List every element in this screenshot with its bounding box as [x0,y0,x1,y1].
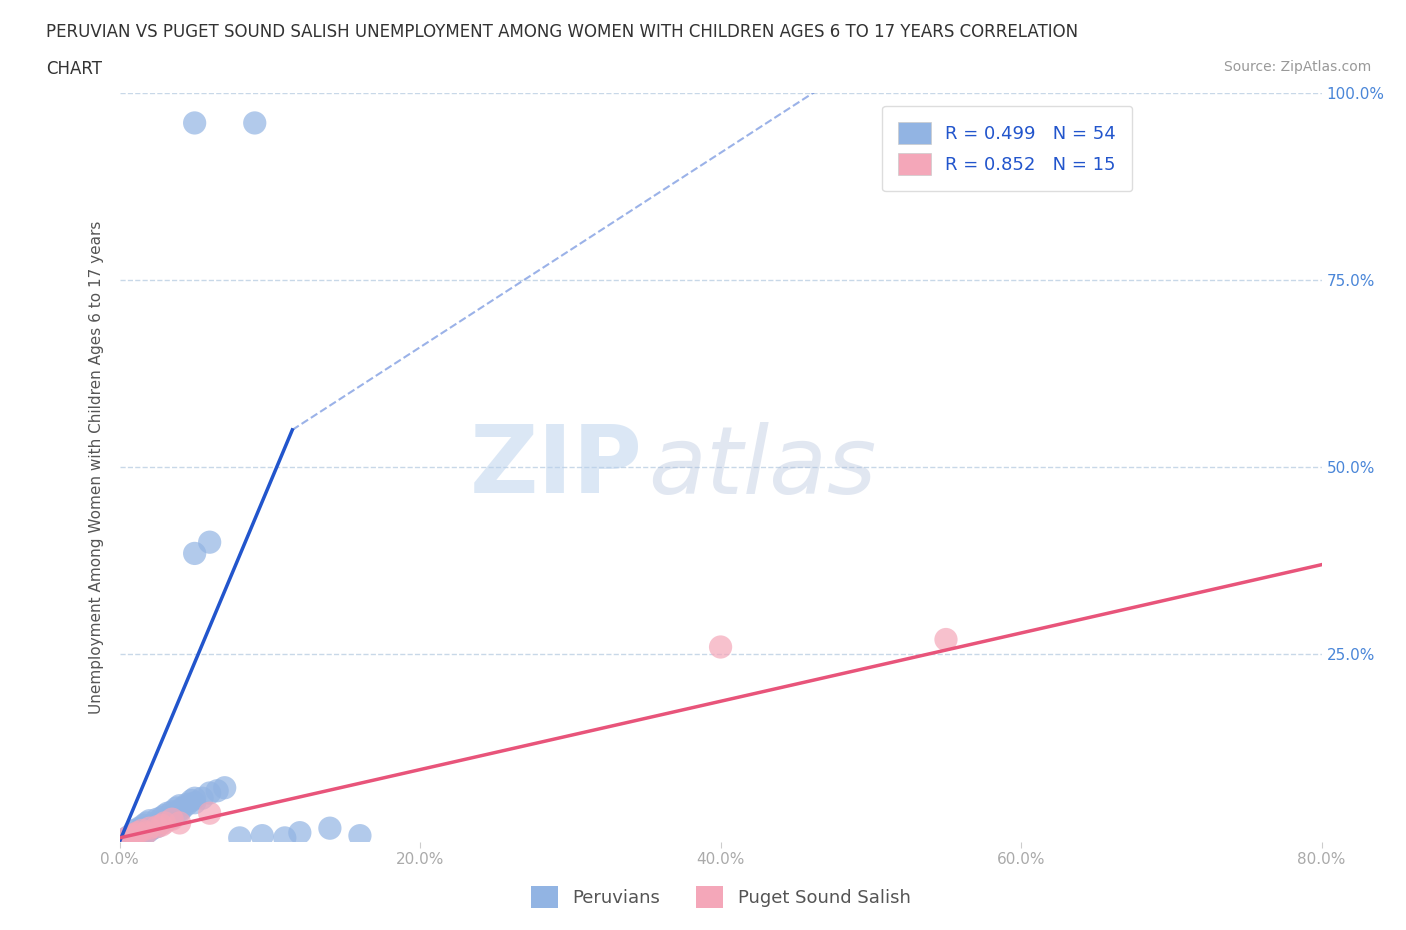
Point [153,808,176,823]
Point [319,821,342,836]
Point [138,813,160,828]
Point [135,825,157,840]
Point [176,797,198,812]
Point [131,823,153,838]
Point [131,821,153,836]
Point [153,813,176,828]
Legend: Peruvians, Puget Sound Salish: Peruvians, Puget Sound Salish [523,879,918,915]
Point [160,810,183,825]
Point [183,795,205,810]
Point [138,819,160,834]
Point [115,830,138,845]
Point [142,817,165,832]
Point [274,830,297,845]
Point [124,827,146,842]
Point [160,804,183,819]
Point [198,805,221,820]
Text: Source: ZipAtlas.com: Source: ZipAtlas.com [1223,60,1371,74]
Point [135,816,157,830]
Point [124,823,146,838]
Point [172,801,194,816]
Point [150,816,173,830]
Point [127,825,149,840]
Point [121,829,143,844]
Point [146,819,169,834]
Point [153,816,176,830]
Point [150,810,173,825]
Point [115,830,138,845]
Point [146,819,169,834]
Point [288,825,311,840]
Point [127,829,149,844]
Point [118,829,141,844]
Point [935,632,957,647]
Point [150,817,173,832]
Text: CHART: CHART [46,60,103,78]
Point [191,790,214,805]
Point [146,812,169,827]
Point [156,812,179,827]
Text: atlas: atlas [648,422,877,512]
Point [198,786,221,801]
Point [349,829,371,844]
Point [138,821,160,836]
Point [135,825,157,840]
Point [138,823,160,838]
Point [169,798,191,813]
Point [169,816,191,830]
Point [183,790,205,805]
Point [124,827,146,842]
Text: ZIP: ZIP [470,421,643,513]
Point [252,829,274,844]
Point [709,640,731,655]
Point [166,805,188,820]
Point [146,816,169,830]
Text: PERUVIAN VS PUGET SOUND SALISH UNEMPLOYMENT AMONG WOMEN WITH CHILDREN AGES 6 TO : PERUVIAN VS PUGET SOUND SALISH UNEMPLOYM… [46,23,1078,41]
Point [121,830,143,844]
Point [214,780,236,795]
Point [135,822,157,837]
Point [131,825,153,840]
Point [132,817,155,832]
Point [180,793,202,808]
Point [183,546,205,561]
Point [127,825,149,840]
Point [160,812,183,827]
Point [243,115,266,130]
Point [169,804,191,819]
Point [198,535,221,550]
Point [142,821,165,836]
Y-axis label: Unemployment Among Women with Children Ages 6 to 17 years: Unemployment Among Women with Children A… [89,220,104,714]
Point [205,783,228,798]
Point [166,801,188,816]
Point [228,830,252,845]
Point [183,115,205,130]
Point [156,805,179,820]
Point [131,827,153,842]
Point [128,821,150,836]
